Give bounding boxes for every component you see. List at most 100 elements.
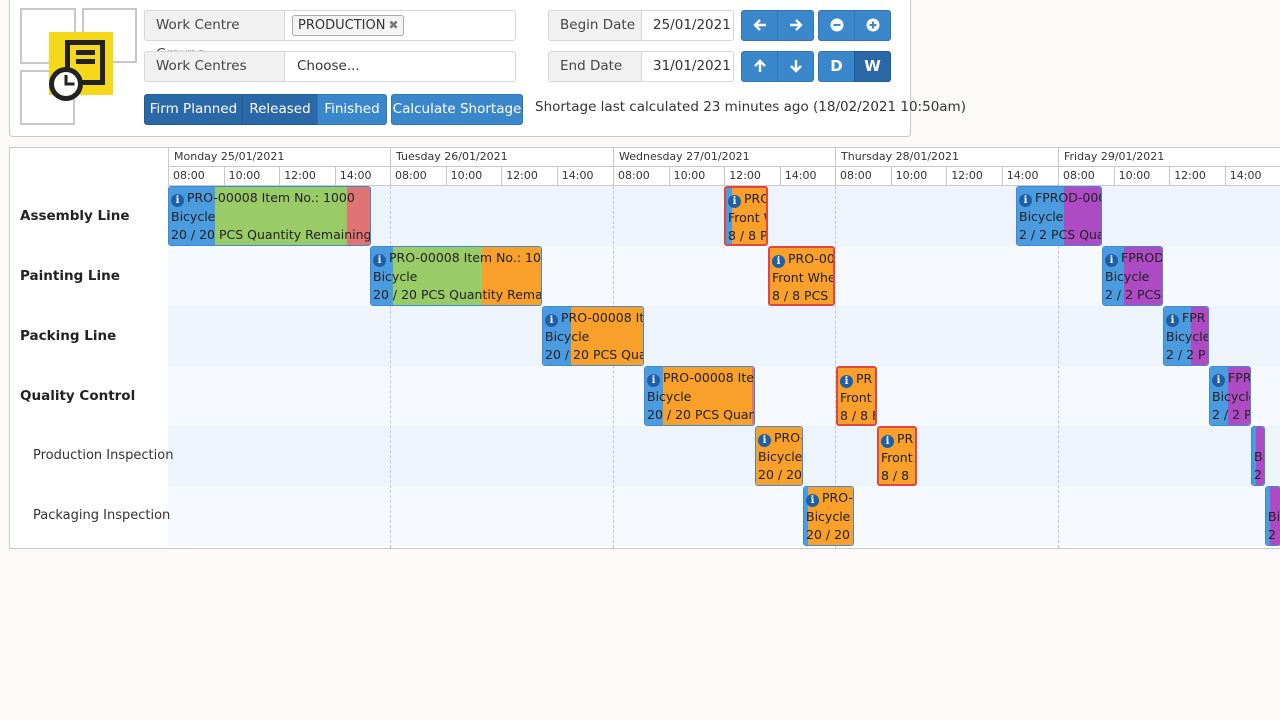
hour-header: 08:00 — [168, 167, 224, 186]
hour-header: 14:00 — [779, 167, 836, 186]
order-number: FPROD-000 — [1035, 190, 1102, 205]
previous-button[interactable] — [741, 10, 778, 41]
bar-segment — [804, 487, 808, 545]
hour-header: 14:00 — [1001, 167, 1058, 186]
quantity-remaining: 8 / 8 PCS — [772, 288, 829, 303]
zoom-out-button[interactable] — [818, 10, 855, 41]
week-view-button[interactable]: W — [854, 51, 891, 82]
info-icon[interactable]: i — [1212, 374, 1225, 387]
bar-line-1: i PRO-00008 Item No.: 1000 — [171, 189, 370, 208]
firm-planned-button[interactable]: Firm Planned — [144, 94, 243, 125]
end-date-label: End Date — [548, 51, 642, 82]
production-order-bar[interactable]: i PRO-00008 Item No.: 100 Bicycle 20 / 20 P… — [370, 246, 542, 306]
day-header: Friday 29/01/2021 — [1058, 148, 1280, 167]
info-icon[interactable]: i — [647, 374, 660, 387]
info-icon[interactable]: i — [881, 435, 894, 448]
work-centre-label: Assembly Line — [20, 208, 130, 224]
bar-line-1: i FPR — [1212, 369, 1250, 388]
bar-line-1: i PRO-00008 Iter — [647, 369, 754, 388]
hour-header: 14:00 — [1224, 167, 1280, 186]
hour-header: 10:00 — [445, 167, 502, 186]
row-background — [168, 306, 1280, 366]
remove-tag-icon[interactable]: ✖ — [388, 18, 399, 32]
bar-segment — [347, 187, 370, 245]
production-order-bar[interactable]: i PRO-00008 Item No.: 1000 Bicycle 20 / 20 … — [168, 186, 371, 246]
production-order-bar[interactable]: i PRO-00 Front Whe 8 / 8 PCS — [768, 246, 835, 306]
quantity-remaining: 20 / 20 PCS Quant — [647, 407, 755, 422]
app-logo — [20, 8, 137, 125]
bar-text: i PR Front 8 / 8 F — [840, 370, 875, 424]
bar-segment — [1270, 487, 1280, 545]
quantity-remaining: 2 / 2 P — [1212, 407, 1251, 422]
item-description: Bicycle — [647, 388, 692, 404]
info-icon[interactable]: i — [758, 434, 771, 447]
bar-text: i PRO- Bicycle 20 / 20 I — [806, 489, 853, 545]
item-description: Front — [840, 389, 872, 405]
production-tag-label: PRODUCTION — [298, 18, 386, 33]
day-header: Wednesday 27/01/2021 — [613, 148, 836, 167]
arrow-up-icon — [753, 59, 766, 72]
bar-segment — [1256, 427, 1264, 485]
production-order-bar[interactable]: i PRO-00008 Ite Bicycle 20 / 20 PCS Quan — [542, 306, 644, 366]
bar-segment — [663, 367, 752, 425]
item-description: Front — [881, 449, 913, 465]
hour-header: 10:00 — [668, 167, 725, 186]
bar-segment — [1124, 247, 1162, 305]
move-down-button[interactable] — [777, 51, 814, 82]
bar-segment — [726, 188, 732, 244]
info-icon[interactable]: i — [728, 195, 741, 208]
production-order-bar[interactable]: i PRO-00008 Iter Bicycle 20 / 20 PCS Quant — [644, 366, 755, 426]
info-icon[interactable]: i — [171, 194, 184, 207]
info-icon[interactable]: i — [373, 254, 386, 267]
production-tag: PRODUCTION ✖ — [292, 15, 404, 36]
work-centre-groups-label: Work Centre Groups — [144, 10, 285, 62]
info-icon[interactable]: i — [772, 255, 785, 268]
day-view-button[interactable]: D — [818, 51, 855, 82]
bar-segment — [393, 247, 482, 305]
production-order-bar[interactable]: i PRO- Bicycle 20 / 20 — [755, 426, 803, 486]
move-up-button[interactable] — [741, 51, 778, 82]
production-order-bar[interactable]: Bi 2 — [1265, 486, 1280, 546]
bar-line-1: i FPROD-000 — [1019, 189, 1102, 208]
zoom-in-button[interactable] — [854, 10, 891, 41]
info-icon[interactable]: i — [840, 375, 853, 388]
bar-segment — [482, 247, 541, 305]
production-order-bar[interactable]: i PRO- Bicycle 20 / 20 I — [803, 486, 854, 546]
quantity-remaining: 2 / 2 PCS — [1105, 287, 1162, 302]
work-centres-select[interactable]: Choose... — [284, 51, 516, 82]
production-order-bar[interactable]: i PR Front 8 / 8 F — [836, 366, 877, 426]
info-icon[interactable]: i — [1166, 314, 1179, 327]
bar-segment — [1191, 307, 1208, 365]
calculate-shortage-button[interactable]: Calculate Shortage — [391, 94, 523, 125]
end-date-input[interactable]: 31/01/2021 — [641, 51, 734, 82]
item-description: Bicycle — [806, 508, 851, 524]
item-description: Front W — [728, 209, 766, 225]
bar-line-1: i PRO- — [806, 489, 853, 508]
production-order-bar[interactable]: i PR Front 8 / 8 — [877, 426, 917, 486]
info-icon[interactable]: i — [1105, 254, 1118, 267]
production-order-bar[interactable]: i FPROD Bicycle 2 / 2 PCS — [1102, 246, 1163, 306]
info-icon[interactable]: i — [1019, 194, 1032, 207]
bar-text: Bi 2 — [1268, 489, 1280, 545]
info-icon[interactable]: i — [545, 314, 558, 327]
released-button[interactable]: Released — [242, 94, 318, 125]
next-button[interactable] — [777, 10, 814, 41]
shortage-status-text: Shortage last calculated 23 minutes ago … — [535, 99, 966, 115]
order-number: FPR — [1182, 310, 1206, 325]
row-background — [168, 486, 1280, 546]
bar-text: i PRO-00 Front Whe 8 / 8 PCS — [772, 250, 833, 304]
info-icon[interactable]: i — [806, 494, 819, 507]
finished-button[interactable]: Finished — [317, 94, 387, 125]
plus-circle-icon — [866, 18, 879, 32]
bar-line-1: i FPROD — [1105, 249, 1162, 268]
work-centre-groups-select[interactable]: PRODUCTION ✖ — [284, 10, 516, 41]
arrow-left-icon — [752, 19, 766, 31]
production-order-bar[interactable]: Bi 2 — [1251, 426, 1265, 486]
begin-date-input[interactable]: 25/01/2021 — [641, 10, 734, 41]
